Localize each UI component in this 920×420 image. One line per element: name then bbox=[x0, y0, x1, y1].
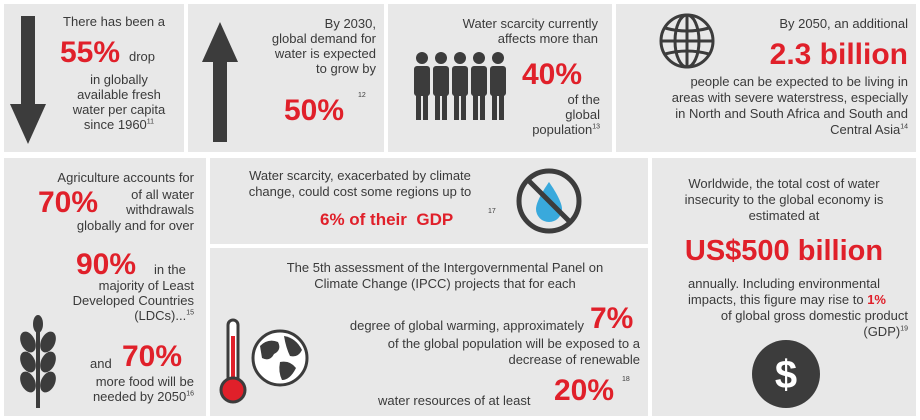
p8-stat1: US$500 billion bbox=[684, 235, 884, 267]
svg-text:$: $ bbox=[775, 353, 797, 397]
down-arrow-icon bbox=[10, 16, 46, 144]
p4-l2: people can be expected to be living in bbox=[690, 74, 908, 89]
p1-post5: since 196011 bbox=[83, 117, 155, 132]
up-arrow-icon bbox=[202, 22, 238, 142]
p5-stat2: 90% bbox=[76, 248, 137, 281]
p4-l1: By 2050, an additional bbox=[779, 16, 908, 31]
p4-l3: areas with severe waterstress, especiall… bbox=[671, 90, 908, 105]
wheat-icon bbox=[20, 315, 56, 408]
p7-l1: The 5th assessment of the Intergovernmen… bbox=[286, 260, 604, 275]
p1-post3: available fresh bbox=[77, 87, 161, 102]
p5-l5: in the bbox=[154, 262, 186, 277]
p3-l1: Water scarcity currently bbox=[462, 16, 598, 31]
thermometer-icon bbox=[219, 318, 247, 404]
p2-ref: 12 bbox=[358, 92, 366, 99]
p8-l3: estimated at bbox=[748, 208, 820, 223]
p1-post4: water per capita bbox=[72, 102, 166, 117]
panel-ipcc: The 5th assessment of the Intergovernmen… bbox=[210, 248, 648, 416]
p2-l2: global demand for bbox=[271, 31, 376, 46]
dollar-icon: $ bbox=[752, 340, 820, 408]
p5-l10: more food will be bbox=[95, 374, 194, 389]
p7-l6: water resources of at least bbox=[378, 393, 531, 408]
p8-l2: insecurity to the global economy is bbox=[684, 192, 884, 207]
p5-l3: withdrawals bbox=[126, 202, 194, 217]
panel-gdp-cost: Water scarcity, exacerbated by climate c… bbox=[210, 158, 648, 244]
p6-ref: 17 bbox=[488, 208, 496, 215]
p1-pre: There has been a bbox=[63, 14, 165, 29]
p2-stat: 50% bbox=[284, 94, 345, 127]
p5-stat1: 70% bbox=[38, 186, 99, 219]
p2-l1: By 2030, bbox=[324, 16, 376, 31]
p7-ref: 18 bbox=[622, 376, 630, 383]
p7-l5: decrease of renewable bbox=[508, 352, 640, 367]
p5-stat3: 70% bbox=[122, 340, 183, 373]
p8-l6: of global gross domestic product bbox=[720, 308, 908, 323]
p3-l5: population13 bbox=[532, 122, 600, 137]
p4-l4: in North and South Africa and South and bbox=[675, 106, 908, 121]
globe-icon bbox=[659, 13, 715, 69]
p7-stat1: 7% bbox=[590, 302, 634, 335]
p5-l4: globally and for over bbox=[76, 218, 194, 233]
p4-stat: 2.3 billion bbox=[769, 38, 908, 71]
p7-l4: of the global population will be exposed… bbox=[387, 336, 640, 351]
p6-stat: 6% of their GDP bbox=[320, 210, 454, 229]
no-water-icon bbox=[516, 168, 582, 234]
p5-l1: Agriculture accounts for bbox=[57, 170, 194, 185]
p1-stat: 55% bbox=[60, 36, 121, 69]
panel-scarcity-population: Water scarcity currently affects more th… bbox=[388, 4, 612, 152]
p6-l1: Water scarcity, exacerbated by climate bbox=[249, 168, 471, 183]
panel-agriculture: Agriculture accounts for 70% of all wate… bbox=[4, 158, 206, 416]
p3-l3: of the bbox=[567, 92, 600, 107]
p8-stat2: 1% bbox=[867, 292, 886, 307]
p5-l11: needed by 205016 bbox=[92, 389, 194, 404]
earth-icon bbox=[251, 329, 309, 387]
p6-l2: change, could cost some regions up to bbox=[248, 184, 472, 199]
p7-l3: degree of global warming, approximately bbox=[349, 318, 584, 333]
p5-l2: of all water bbox=[131, 187, 194, 202]
p1-post1: drop bbox=[129, 49, 156, 64]
p5-l8: (LDCs)...15 bbox=[134, 308, 194, 323]
p8-l5: impacts, this figure may rise to 1% bbox=[688, 292, 886, 307]
p5-l7: Developed Countries bbox=[72, 293, 194, 308]
p5-l6: majority of Least bbox=[98, 278, 194, 293]
p3-stat: 40% bbox=[522, 58, 583, 91]
p2-l3: water is expected bbox=[274, 46, 376, 61]
p3-l4: global bbox=[565, 107, 600, 122]
panel-global-cost: Worldwide, the total cost of water insec… bbox=[652, 158, 916, 416]
p7-stat2: 20% bbox=[554, 374, 615, 407]
p8-l7: (GDP)19 bbox=[863, 324, 908, 339]
p2-l4: to grow by bbox=[316, 61, 376, 76]
p8-l1: Worldwide, the total cost of water bbox=[688, 176, 880, 191]
p7-l2: Climate Change (IPCC) projects that for … bbox=[314, 276, 576, 291]
panel-2050-waterstress: By 2050, an additional 2.3 billion peopl… bbox=[616, 4, 916, 152]
people-icon bbox=[414, 52, 506, 120]
panel-freshwater-drop: There has been a 55% drop in globally av… bbox=[4, 4, 184, 152]
p1-post2: in globally bbox=[90, 72, 148, 87]
p4-l5: Central Asia14 bbox=[830, 122, 908, 137]
panel-demand-growth: By 2030, global demand for water is expe… bbox=[188, 4, 384, 152]
p3-l2: affects more than bbox=[497, 31, 598, 46]
p5-l9: and bbox=[90, 356, 112, 371]
p8-l4: annually. Including environmental bbox=[688, 276, 880, 291]
